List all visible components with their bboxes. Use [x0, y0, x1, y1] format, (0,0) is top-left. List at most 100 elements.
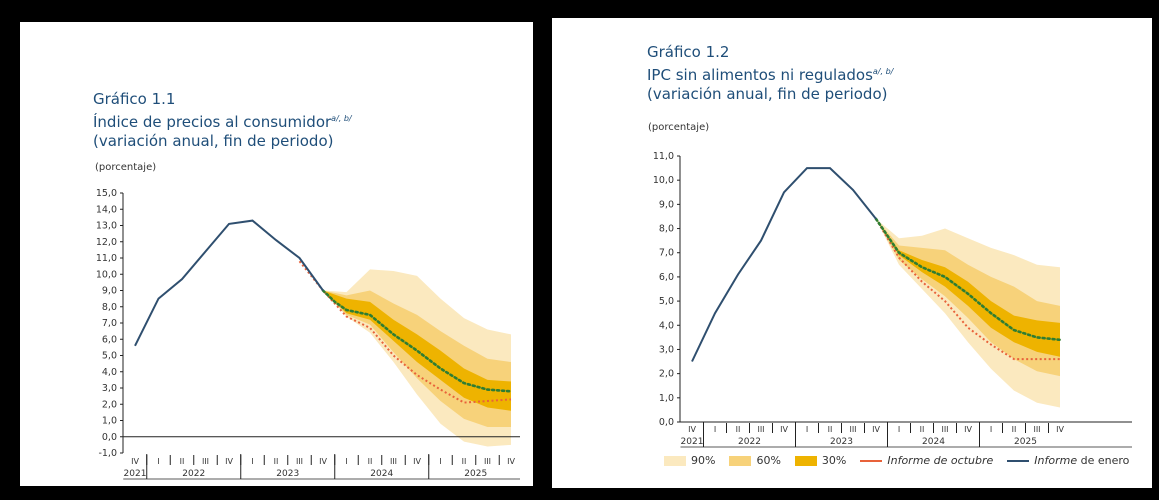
- legend-line-october: [860, 459, 883, 462]
- series-line-central-projection: [874, 217, 1062, 342]
- unit-label: (porcentaje): [95, 162, 157, 173]
- chart-title: Índice de precios al consumidora/, b/: [93, 109, 352, 132]
- series-line-informe-enero: [691, 167, 877, 362]
- y-tick-label: 6,0: [102, 334, 117, 345]
- y-tick-label: 8,0: [102, 302, 117, 313]
- y-tick-label: 3,0: [102, 383, 117, 394]
- year-label: 2023: [276, 469, 299, 479]
- y-tick-label: 0,0: [659, 417, 674, 428]
- legend-item-90: 90%: [664, 454, 715, 467]
- chart-number: Gráfico 1.1: [93, 90, 176, 108]
- quarter-label: II: [274, 457, 279, 466]
- year-label: 2023: [830, 437, 853, 447]
- y-tick-label: 4,0: [659, 320, 674, 331]
- series-line-informe-octubre: [298, 260, 512, 404]
- year-label: 2025: [1014, 437, 1037, 447]
- y-tick-label: 11,0: [96, 253, 117, 264]
- chart-heading: Gráfico 1.1 Índice de precios al consumi…: [93, 90, 352, 151]
- legend-swatch-30: [794, 455, 817, 466]
- legend-swatch-60: [729, 455, 752, 466]
- legend-label-60: 60%: [756, 454, 781, 467]
- quarter-label: II: [180, 457, 185, 466]
- y-tick-label: 15,0: [96, 188, 117, 199]
- quarter-label: IV: [1056, 425, 1064, 434]
- chart-panel-1: Gráfico 1.1 Índice de precios al consumi…: [20, 22, 533, 486]
- chart-plot-2: 11,0 10,0 9,0 8,0 7,0 6,0 5,0 4,0 3,0 2,0 1,0 0,0 IV…: [653, 151, 1132, 448]
- quarter-label: II: [368, 457, 373, 466]
- quarter-label: IV: [964, 425, 972, 434]
- year-label: 2025: [464, 469, 487, 479]
- quarter-label: III: [757, 425, 764, 434]
- quarter-label: I: [251, 457, 253, 466]
- quarter-label: III: [390, 457, 397, 466]
- y-tick-label: 9,0: [102, 286, 117, 297]
- year-label: 2024: [370, 469, 393, 479]
- legend-item-october: Informe de octubre: [860, 454, 993, 467]
- chart-title-text: Índice de precios al consumidor: [93, 113, 332, 131]
- quarter-label: IV: [688, 425, 696, 434]
- quarter-label: II: [736, 425, 741, 434]
- quarter-label: II: [920, 425, 925, 434]
- quarter-label: II: [828, 425, 833, 434]
- quarter-label: II: [1012, 425, 1017, 434]
- fan-band-30: [876, 218, 1060, 357]
- chart-subtitle: (variación anual, fin de periodo): [647, 85, 888, 103]
- y-tick-label: 7,0: [659, 248, 674, 259]
- chart-heading: Gráfico 1.2 IPC sin alimentos ni regulad…: [647, 43, 893, 104]
- series-line-central-projection: [321, 289, 513, 393]
- y-tick-label: 7,0: [102, 318, 117, 329]
- quarter-label: I: [806, 425, 808, 434]
- year-label: 2021: [124, 469, 147, 479]
- quarter-label: I: [157, 457, 159, 466]
- legend-label-january: Informe de enero: [1034, 454, 1129, 467]
- legend-label-january-italic: Informe: [1034, 454, 1078, 467]
- y-tick-label: 4,0: [102, 367, 117, 378]
- title-notes: a/, b/: [872, 67, 894, 76]
- year-label: 2022: [738, 437, 761, 447]
- quarter-label: III: [484, 457, 491, 466]
- legend-label-january-rest: de enero: [1077, 454, 1130, 467]
- y-tick-label: 9,0: [659, 199, 674, 210]
- y-tick-label: 11,0: [653, 151, 674, 162]
- unit-label: (porcentaje): [648, 122, 710, 133]
- chart-title: IPC sin alimentos ni reguladosa/, b/: [647, 62, 893, 85]
- quarter-label: III: [1033, 425, 1040, 434]
- quarter-label: IV: [131, 457, 139, 466]
- legend-label-october: Informe de octubre: [887, 454, 994, 467]
- y-tick-label: 5,0: [659, 296, 674, 307]
- quarter-label: I: [990, 425, 992, 434]
- quarter-label: I: [714, 425, 716, 434]
- year-label: 2021: [681, 437, 704, 447]
- quarter-label: III: [849, 425, 856, 434]
- quarter-label: III: [202, 457, 209, 466]
- legend-item-60: 60%: [729, 454, 781, 467]
- chart-plot-1: 15,0 14,0 13,0 12,0 11,0 10,0 9,0 8,0 7,0 6,0 5,0 4…: [96, 188, 520, 480]
- y-tick-label: 1,0: [659, 393, 674, 404]
- legend-item-30: 30%: [794, 454, 846, 467]
- quarter-label: II: [462, 457, 467, 466]
- legend-label-90: 90%: [691, 454, 716, 467]
- quarter-label: III: [941, 425, 948, 434]
- quarter-label: IV: [872, 425, 880, 434]
- y-tick-label: 8,0: [659, 224, 674, 235]
- quarter-label: IV: [507, 457, 515, 466]
- y-tick-label: 2,0: [659, 369, 674, 380]
- y-tick-label: 14,0: [96, 204, 117, 215]
- quarter-label: I: [345, 457, 347, 466]
- quarter-label: III: [296, 457, 303, 466]
- y-tick-label: 12,0: [96, 237, 117, 248]
- quarter-label: IV: [780, 425, 788, 434]
- title-notes: a/, b/: [331, 114, 352, 123]
- quarter-label: IV: [413, 457, 421, 466]
- y-tick-label: -1,0: [98, 448, 117, 459]
- quarter-label: IV: [319, 457, 327, 466]
- legend-swatch-90: [664, 455, 686, 466]
- y-tick-label: 10,0: [96, 269, 117, 280]
- legend-line-january: [1007, 459, 1030, 462]
- chart-panel-2: Gráfico 1.2 IPC sin alimentos ni regulad…: [552, 18, 1152, 488]
- y-tick-label: 6,0: [659, 272, 674, 283]
- y-tick-label: 2,0: [102, 399, 117, 410]
- chart-subtitle: (variación anual, fin de periodo): [93, 132, 334, 150]
- quarter-label: IV: [225, 457, 233, 466]
- y-tick-label: 10,0: [653, 175, 674, 186]
